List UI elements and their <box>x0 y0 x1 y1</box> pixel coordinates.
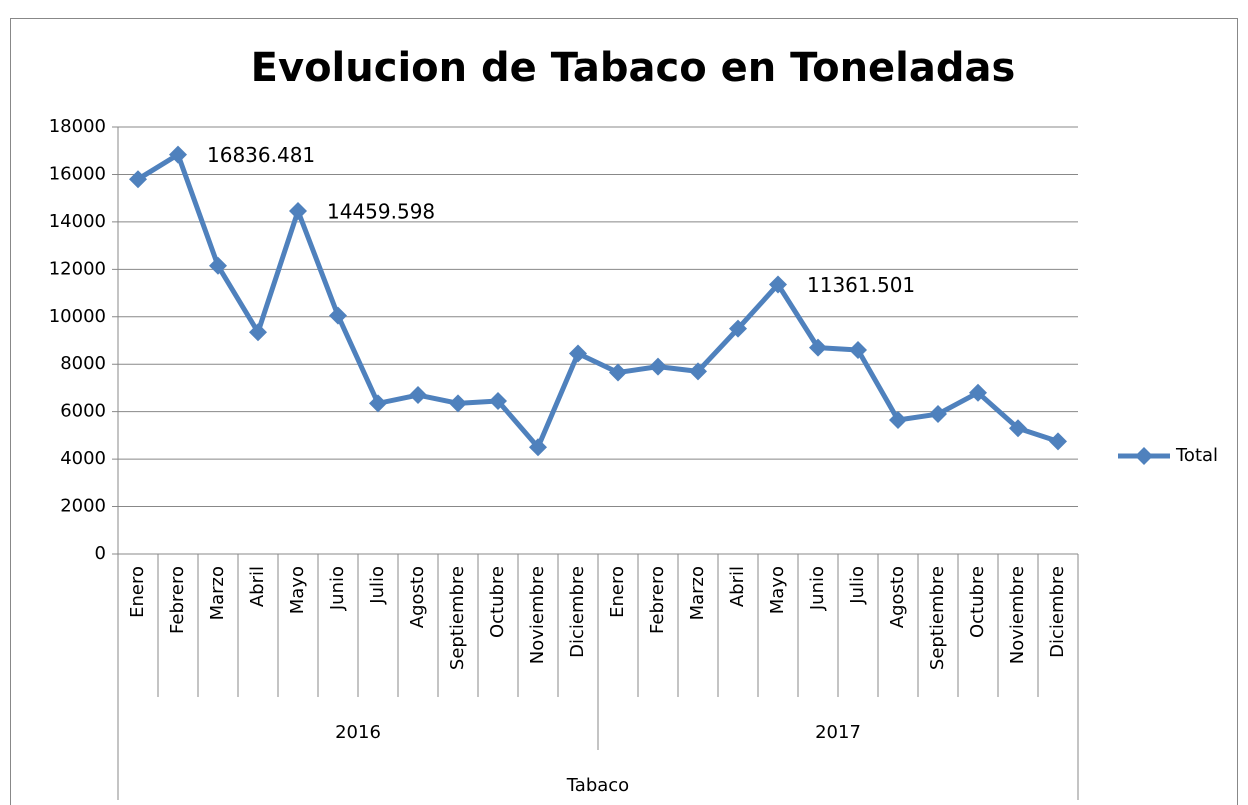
x-tick-label: Septiembre <box>927 566 948 670</box>
y-tick-label: 10000 <box>49 306 106 327</box>
group-label: 2017 <box>815 722 861 743</box>
point-marker <box>129 170 147 189</box>
x-tick-label: Julio <box>367 566 388 605</box>
point-marker <box>929 405 947 424</box>
x-tick-label: Enero <box>607 566 628 618</box>
legend-marker <box>1135 447 1153 465</box>
point-marker <box>1049 432 1067 451</box>
x-tick-label: Abril <box>247 566 268 607</box>
point-marker <box>209 256 227 275</box>
data-label: 11361.501 <box>807 273 915 297</box>
point-marker <box>729 319 747 338</box>
point-marker <box>609 363 627 382</box>
point-marker <box>649 357 667 376</box>
y-tick-label: 16000 <box>49 163 106 184</box>
y-tick-label: 12000 <box>49 258 106 279</box>
x-tick-label: Julio <box>847 566 868 605</box>
point-marker <box>449 394 467 413</box>
point-marker <box>409 386 427 405</box>
x-tick-label: Noviembre <box>1007 566 1028 664</box>
x-tick-label: Mayo <box>287 566 308 614</box>
point-marker <box>569 344 587 363</box>
x-tick-label: Diciembre <box>567 566 588 658</box>
point-marker <box>889 410 907 429</box>
y-tick-label: 4000 <box>60 448 106 469</box>
point-marker <box>369 394 387 413</box>
x-tick-label: Mayo <box>767 566 788 614</box>
x-axis-label: Tabaco <box>566 775 629 796</box>
point-marker <box>809 338 827 357</box>
y-tick-label: 2000 <box>60 496 106 517</box>
x-tick-label: Octubre <box>487 566 508 638</box>
y-tick-label: 0 <box>95 543 106 564</box>
x-tick-label: Febrero <box>167 566 188 634</box>
point-marker <box>489 391 507 410</box>
y-tick-label: 14000 <box>49 211 106 232</box>
x-tick-label: Agosto <box>407 566 428 628</box>
point-marker <box>169 145 187 164</box>
point-marker <box>329 306 347 325</box>
point-marker <box>529 438 547 457</box>
point-marker <box>1009 419 1027 438</box>
x-tick-label: Marzo <box>207 566 228 620</box>
data-label: 14459.598 <box>327 199 435 223</box>
x-tick-label: Abril <box>727 566 748 607</box>
point-marker <box>249 323 267 342</box>
x-tick-label: Noviembre <box>527 566 548 664</box>
y-tick-label: 6000 <box>60 401 106 422</box>
data-label: 16836.481 <box>207 143 315 167</box>
x-tick-label: Febrero <box>647 566 668 634</box>
x-tick-label: Agosto <box>887 566 908 628</box>
x-tick-label: Septiembre <box>447 566 468 670</box>
x-tick-label: Junio <box>327 566 348 611</box>
point-marker <box>969 383 987 402</box>
x-tick-label: Diciembre <box>1047 566 1068 658</box>
y-tick-label: 8000 <box>60 353 106 374</box>
point-marker <box>689 362 707 381</box>
point-marker <box>849 340 867 359</box>
point-marker <box>289 201 307 220</box>
y-tick-label: 18000 <box>49 116 106 137</box>
chart-title: Evolucion de Tabaco en Toneladas <box>251 45 1016 91</box>
legend-label: Total <box>1175 445 1218 466</box>
point-marker <box>769 275 787 294</box>
x-tick-label: Enero <box>127 566 148 618</box>
x-tick-label: Marzo <box>687 566 708 620</box>
x-tick-label: Octubre <box>967 566 988 638</box>
group-label: 2016 <box>335 722 381 743</box>
x-tick-label: Junio <box>807 566 828 611</box>
